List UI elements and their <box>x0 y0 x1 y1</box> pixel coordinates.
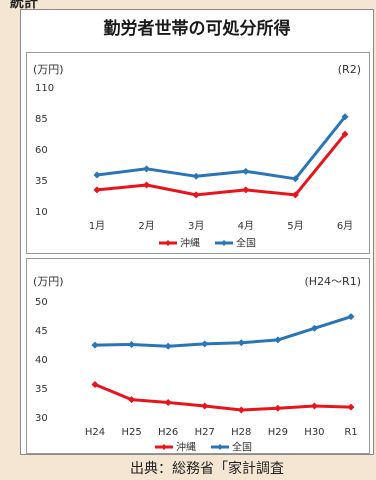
chart0-series-0-point-1 <box>143 181 151 189</box>
chart0-series-1-point-5 <box>341 113 349 121</box>
chart1-ytick-2: 40 <box>35 355 48 366</box>
chart1-series-0-point-6 <box>310 402 318 410</box>
chart1-series-1-point-1 <box>128 341 136 348</box>
chart1-xtick-7: R1 <box>344 427 357 438</box>
chart-title: 勤労者世帯の可処分所得 <box>103 19 291 39</box>
chart1-series-0-point-7 <box>347 403 355 411</box>
chart0-xtick-0: 1月 <box>89 220 105 232</box>
chart1-unit-label: (万円) <box>33 275 64 288</box>
chart1-series-0-point-5 <box>274 404 282 412</box>
chart1-legend-label-0: 沖縄 <box>176 441 196 454</box>
chart1-series-1-point-5 <box>274 336 282 344</box>
chart0-ytick-2: 60 <box>35 145 48 156</box>
chart1-series-0-point-3 <box>201 402 209 410</box>
chart1-legend-label-1: 全国 <box>232 441 252 454</box>
chart0-legend-label-1: 全国 <box>236 237 256 250</box>
chart1-ytick-0: 50 <box>35 297 48 308</box>
chart1-ytick-3: 35 <box>35 384 48 395</box>
chart0-series-0-line <box>96 133 347 197</box>
chart0-series-1-point-2 <box>192 172 200 180</box>
chart0-period-label: (R2) <box>338 63 361 76</box>
chart1-xtick-1: H25 <box>121 427 141 438</box>
chart1-ytick-4: 30 <box>35 413 48 424</box>
chart1-series-1-point-3 <box>201 340 209 348</box>
chart1-series-1-point-7 <box>347 313 355 321</box>
page-header-fragment: 統計 <box>10 0 38 11</box>
chart1-period-label: (H24～R1) <box>305 275 362 288</box>
chart0-ytick-0: 110 <box>35 83 54 94</box>
chart0-legend-label-0: 沖縄 <box>180 237 200 250</box>
chart0-legend-marker-0 <box>165 240 171 246</box>
chart1-series-1-point-2 <box>164 342 172 350</box>
chart1-series-0-point-4 <box>237 406 245 414</box>
chart0-series-1-line <box>96 115 347 181</box>
chart0-xtick-5: 6月 <box>337 220 353 232</box>
chart1-ytick-1: 45 <box>35 326 48 337</box>
chart0-unit-label: (万円) <box>33 63 64 76</box>
chart0-series-1-point-0 <box>93 171 101 179</box>
chart0-series-0-point-5 <box>341 130 349 138</box>
chart1-series-0-point-2 <box>164 399 172 406</box>
chart0-xtick-4: 5月 <box>287 220 303 232</box>
chart1-series-0-line <box>94 383 352 412</box>
source-note: 出典：総務省「家計調査 <box>130 461 284 477</box>
chart0-ytick-4: 10 <box>35 207 48 218</box>
chart0-series-0-point-0 <box>93 186 101 194</box>
chart1-xtick-3: H27 <box>195 427 215 438</box>
chart1-xtick-6: H30 <box>304 427 324 438</box>
chart-card: 勤労者世帯の可処分所得 (万円) (R2) 110 85 60 35 10 1月 2月 3月 4月 5… <box>20 9 374 455</box>
chart1-series-1-line <box>94 315 352 348</box>
chart0-series-1-point-3 <box>242 167 250 175</box>
chart0-legend-marker-1 <box>221 240 227 246</box>
yearly-line-chart: (万円) (H24～R1) 50 45 40 35 30 H24 H25 H26 H27 H28 H29… <box>33 275 362 454</box>
chart1-xtick-2: H26 <box>158 427 178 438</box>
chart1-xtick-0: H24 <box>85 427 105 438</box>
chart0-ytick-3: 35 <box>35 176 48 187</box>
chart0-series-1-point-1 <box>143 165 151 173</box>
chart0-xtick-3: 4月 <box>238 220 254 232</box>
yearly-chart-panel: (万円) (H24～R1) 50 45 40 35 30 H24 H25 H26 H27 H28 H29… <box>26 258 370 454</box>
chart0-series-0-point-4 <box>291 191 299 199</box>
chart1-series-0-point-1 <box>128 396 136 404</box>
chart1-xtick-4: H28 <box>231 427 251 438</box>
chart1-legend-marker-0 <box>161 444 167 450</box>
chart1-series-1-point-0 <box>91 341 99 349</box>
chart0-series-1-point-4 <box>291 175 299 183</box>
chart0-series-0-point-2 <box>192 191 200 199</box>
chart0-ytick-1: 85 <box>35 114 48 125</box>
chart0-series-0-point-3 <box>242 186 250 194</box>
chart1-series-1-point-6 <box>310 324 318 332</box>
chart1-legend-marker-1 <box>217 444 223 450</box>
monthly-chart-panel: (万円) (R2) 110 85 60 35 10 1月 2月 3月 4月 5月 6月沖縄 全国 <box>26 52 370 254</box>
chart0-xtick-2: 3月 <box>188 220 204 232</box>
chart1-series-1-point-4 <box>237 339 245 347</box>
chart0-xtick-1: 2月 <box>138 220 154 232</box>
chart1-xtick-5: H29 <box>268 427 288 438</box>
